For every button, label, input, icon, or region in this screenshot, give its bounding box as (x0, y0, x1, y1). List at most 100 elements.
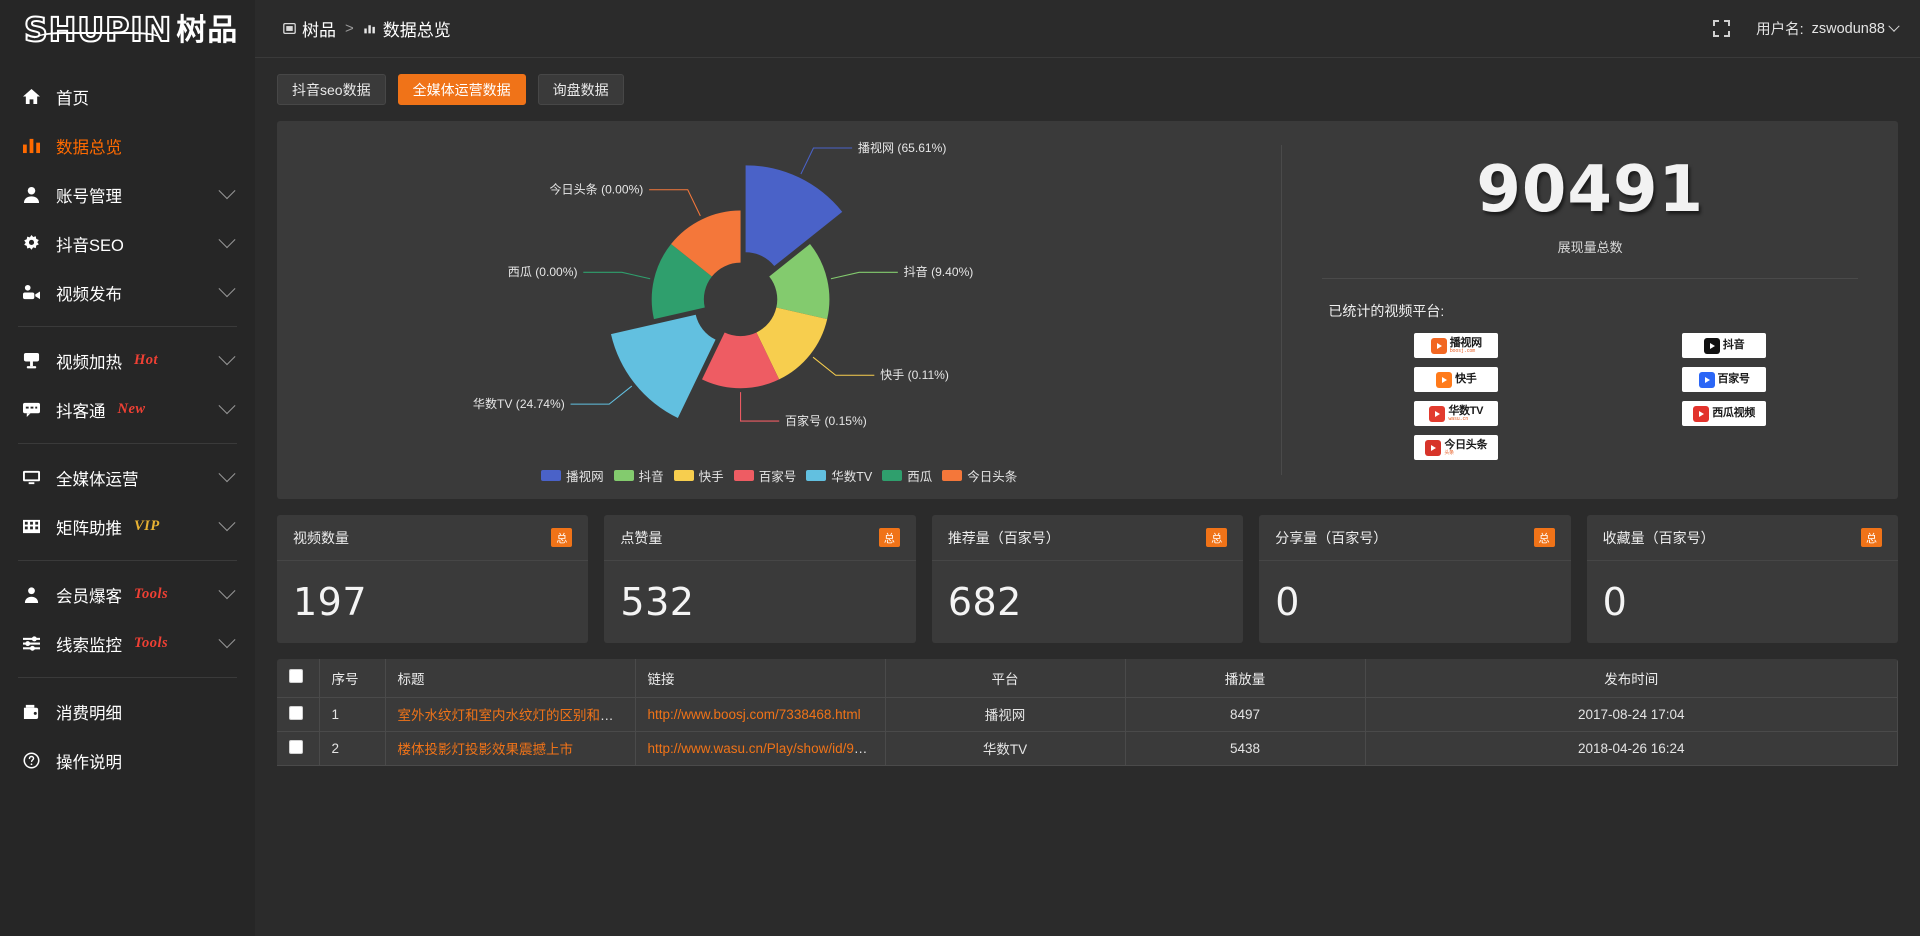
legend-item-0[interactable]: 播视网 (541, 466, 604, 485)
breadcrumb-current[interactable]: 数据总览 (363, 16, 451, 41)
fullscreen-icon[interactable] (1713, 20, 1731, 37)
stat-card-title: 点赞量 (620, 529, 663, 546)
user-label: 用户名: (1756, 22, 1804, 38)
legend-item-6[interactable]: 今日头条 (942, 466, 1017, 485)
tab-1[interactable]: 全媒体运营数据 (397, 74, 526, 105)
video-icon (22, 283, 48, 303)
platform-chip-left-3[interactable]: 今日头条 头条 (1414, 435, 1499, 461)
chevron-down-icon[interactable] (218, 347, 236, 365)
legend-item-2[interactable]: 快手 (673, 466, 724, 485)
sidebar-item-2[interactable]: 账号管理 (0, 170, 255, 219)
chevron-down-icon[interactable] (218, 630, 236, 648)
chevron-down-icon[interactable] (218, 513, 236, 531)
legend-item-5[interactable]: 西瓜 (882, 466, 932, 485)
logo-arc-decoration (34, 31, 162, 46)
sidebar-item-label: 抖音SEO (56, 236, 124, 255)
sidebar-item-3[interactable]: 抖音SEO (0, 219, 255, 268)
pie-chart[interactable]: 播视网 (65.61%) 抖音 (9.40%) 快手 (0.11%) 百家号 (0.1… (277, 121, 1281, 499)
chevron-down-icon[interactable] (218, 181, 236, 199)
video-link[interactable]: http://www.boosj.com/7338468.html (647, 706, 861, 722)
chevron-down-icon[interactable] (218, 230, 236, 248)
platform-logo-icon (1430, 337, 1447, 354)
breadcrumb-root[interactable]: 树品 (283, 16, 336, 41)
cell-no: 2 (319, 731, 386, 766)
brand-logo[interactable]: SHUPIN 树品 (0, 0, 255, 58)
stat-card-value: 532 (620, 580, 695, 624)
sidebar-item-5[interactable]: 视频加热 Hot (0, 336, 255, 385)
sidebar-item-0[interactable]: 首页 (0, 72, 255, 121)
title-link[interactable]: 楼体投影灯投影效果震撼上市 (397, 742, 574, 757)
table-row[interactable]: 2 楼体投影灯投影效果震撼上市 http://www.wasu.cn/Play/sh… (277, 731, 1898, 766)
title-link[interactable]: 室外水纹灯和室内水纹灯的区别和简介 (397, 708, 628, 723)
platform-column-left: 播视网 boosj.com 快手华数TV wasu.cn 今日头条 头条 (1414, 333, 1499, 461)
platform-chip-text: 快手 (1455, 374, 1477, 385)
sidebar-item-7[interactable]: 全媒体运营 (0, 453, 255, 502)
bar-chart-icon (364, 25, 375, 34)
legend-item-1[interactable]: 抖音 (613, 466, 664, 485)
sidebar-item-12[interactable]: 操作说明 (0, 736, 255, 785)
row-checkbox[interactable] (289, 739, 303, 754)
sidebar-item-11[interactable]: 消费明细 (0, 687, 255, 736)
legend-swatch (541, 470, 562, 481)
sidebar-item-4[interactable]: 视频发布 (0, 268, 255, 317)
sidebar-item-9[interactable]: 会员爆客 Tools (0, 570, 255, 619)
monitor-icon (22, 468, 48, 488)
platform-logo-icon (1698, 371, 1715, 388)
sidebar-divider (18, 443, 237, 444)
sidebar-item-badge: New (117, 401, 146, 417)
platform-name: 华数TV (1448, 404, 1484, 417)
summary-divider (1322, 278, 1858, 280)
chevron-down-icon[interactable] (218, 279, 236, 297)
chevron-down-icon[interactable] (218, 464, 236, 482)
pie-chart-region: 播视网 (65.61%) 抖音 (9.40%) 快手 (0.11%) 百家号 (0.1… (277, 121, 1281, 499)
user-menu[interactable]: 用户名: zswodun88 (1756, 18, 1900, 39)
stat-card-header: 收藏量（百家号） 总 (1586, 515, 1899, 561)
cell-title: 室外水纹灯和室内水纹灯的区别和简介 (385, 697, 636, 732)
column-header-4: 播放量 (1125, 659, 1366, 698)
legend-swatch (673, 470, 694, 481)
svg-text:西瓜 (0.00%): 西瓜 (0.00%) (508, 265, 578, 279)
tab-2[interactable]: 询盘数据 (537, 74, 624, 105)
sliders-icon (22, 634, 48, 654)
video-table-element: 序号 标题 链接 平台 播放量 发布时间 1 室外水纹灯和室内水纹灯的区别和简介 http:/… (277, 659, 1898, 766)
svg-text:百家号 (0.15%): 百家号 (0.15%) (785, 413, 867, 428)
column-header-0: 序号 (319, 659, 386, 698)
platform-logo-icon (1429, 405, 1446, 422)
table-head: 序号 标题 链接 平台 播放量 发布时间 (277, 659, 1898, 698)
sidebar-item-1[interactable]: 数据总览 (0, 121, 255, 170)
platform-chip-left-1[interactable]: 快手 (1414, 367, 1499, 393)
sidebar-divider (18, 677, 237, 678)
status-badge: 总 (1533, 528, 1555, 547)
row-checkbox[interactable] (289, 705, 303, 720)
platform-subtext: boosj.com (1449, 347, 1476, 354)
platform-name: 播视网 (1449, 336, 1482, 349)
legend-label: 百家号 (758, 470, 797, 484)
sidebar-item-8[interactable]: 矩阵助推 VIP (0, 502, 255, 551)
table-row[interactable]: 1 室外水纹灯和室内水纹灯的区别和简介 http://www.boosj.com/7… (277, 697, 1898, 732)
platform-chip-right-2[interactable]: 西瓜视频 (1682, 401, 1767, 427)
stat-card-title: 分享量（百家号） (1275, 529, 1388, 546)
comment-icon (22, 400, 48, 420)
legend-item-4[interactable]: 华数TV (806, 466, 872, 485)
video-link[interactable]: http://www.wasu.cn/Play/show/id/952... (647, 740, 881, 756)
sidebar-item-10[interactable]: 线索监控 Tools (0, 619, 255, 668)
select-all-checkbox[interactable] (289, 669, 303, 684)
chevron-down-icon[interactable] (218, 396, 236, 414)
legend-item-3[interactable]: 百家号 (733, 466, 797, 485)
platform-chip-left-2[interactable]: 华数TV wasu.cn (1414, 401, 1499, 427)
platform-chip-right-1[interactable]: 百家号 (1682, 367, 1767, 393)
platform-chip-text: 西瓜视频 (1712, 408, 1755, 419)
sidebar-item-label: 抖客通 (56, 402, 106, 421)
platform-name: 抖音 (1722, 339, 1745, 352)
stat-card-header: 点赞量 总 (604, 515, 916, 561)
cell-no: 1 (319, 697, 386, 732)
chevron-down-icon[interactable] (218, 581, 236, 599)
sidebar-item-6[interactable]: 抖客通 New (0, 385, 255, 434)
platform-chip-right-0[interactable]: 抖音 (1682, 333, 1767, 359)
platform-chip-text: 抖音 (1722, 339, 1745, 352)
tab-0[interactable]: 抖音seo数据 (277, 74, 386, 105)
platform-chip-left-0[interactable]: 播视网 boosj.com (1414, 333, 1499, 359)
stat-card-value: 197 (293, 580, 368, 624)
table-body: 1 室外水纹灯和室内水纹灯的区别和简介 http://www.boosj.com/7… (277, 697, 1898, 766)
column-header-5: 发布时间 (1365, 659, 1898, 698)
